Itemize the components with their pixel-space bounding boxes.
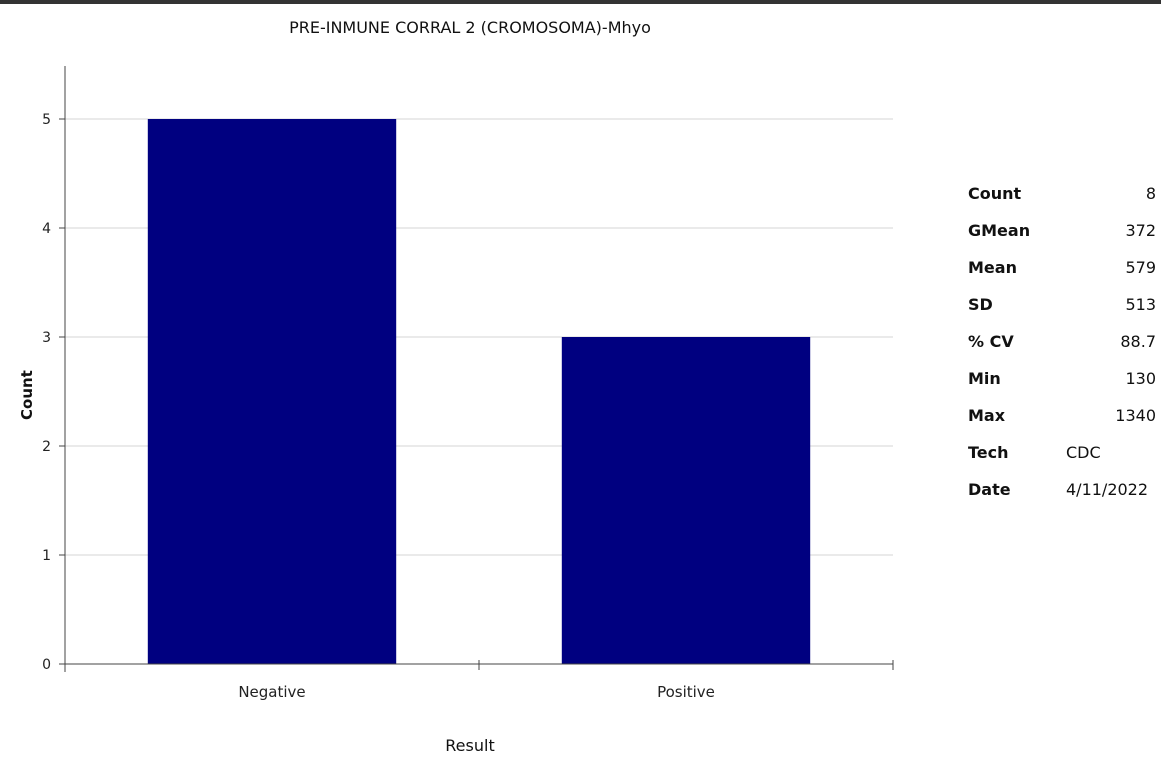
stat-row-cv: % CV 88.7 [968, 328, 1156, 365]
y-axis-label: Count [18, 370, 36, 420]
y-tick-label: 2 [42, 439, 51, 455]
stat-value: 1340 [1115, 406, 1156, 425]
x-tick-label: Negative [238, 683, 305, 701]
stat-row-sd: SD 513 [968, 291, 1156, 328]
stat-label: Date [968, 480, 1011, 499]
stat-value: 579 [1125, 258, 1156, 277]
x-axis-label: Result [445, 736, 495, 755]
top-border [0, 0, 1161, 4]
stat-value: 8 [1145, 184, 1156, 203]
stat-label: GMean [968, 221, 1031, 240]
y-tick-label: 4 [42, 221, 51, 237]
stat-label: Max [968, 406, 1006, 425]
stat-value: 4/11/2022 [1066, 480, 1149, 499]
y-tick-label: 0 [42, 657, 51, 673]
stat-row-gmean: GMean 372 [968, 217, 1156, 254]
stat-value: CDC [1066, 443, 1101, 462]
stat-row-count: Count 8 [968, 180, 1156, 217]
stat-label: Count [968, 184, 1022, 203]
stat-label: Mean [968, 258, 1017, 277]
stat-row-tech: Tech CDC [968, 439, 1156, 476]
stat-label: SD [968, 295, 993, 314]
y-tick-label: 3 [42, 330, 51, 346]
stat-value: 130 [1125, 369, 1156, 388]
bar [147, 119, 397, 664]
y-tick-label: 1 [42, 548, 51, 564]
stat-label: % CV [968, 332, 1014, 351]
y-tick-label: 5 [42, 112, 51, 128]
chart-title: PRE-INMUNE CORRAL 2 (CROMOSOMA)-Mhyo [289, 18, 651, 37]
stat-row-min: Min 130 [968, 365, 1156, 402]
bar [561, 337, 811, 664]
stat-value: 513 [1125, 295, 1156, 314]
stats-panel: Count 8 GMean 372 Mean 579 SD 513 % CV 8… [968, 180, 1156, 513]
stat-value: 372 [1125, 221, 1156, 240]
stat-label: Min [968, 369, 1001, 388]
stat-value: 88.7 [1120, 332, 1156, 351]
stat-row-max: Max 1340 [968, 402, 1156, 439]
stat-row-date: Date 4/11/2022 [968, 476, 1156, 513]
stat-label: Tech [968, 443, 1009, 462]
x-tick-label: Positive [657, 683, 715, 701]
stat-row-mean: Mean 579 [968, 254, 1156, 291]
